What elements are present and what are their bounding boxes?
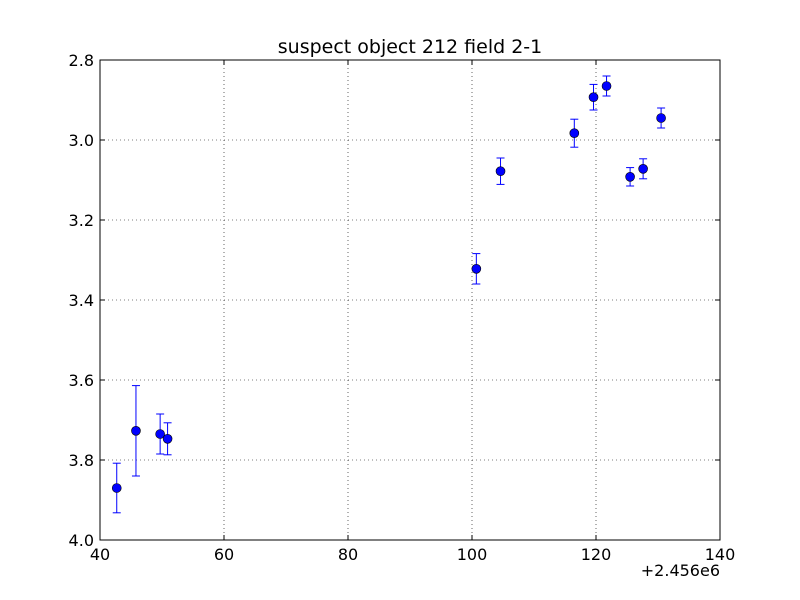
x-tick-labels: 40 60 80 100 120 140 <box>90 545 735 564</box>
x-tick-label: 140 <box>705 545 736 564</box>
y-tick-label: 3.8 <box>69 451 94 470</box>
y-tick-labels: 2.8 3.0 3.2 3.4 3.6 3.8 4.0 <box>69 51 94 550</box>
data-point <box>155 429 165 439</box>
x-tick-label: 120 <box>581 545 612 564</box>
data-point <box>588 92 599 102</box>
x-tick-label: 100 <box>457 545 488 564</box>
x-tick-label: 80 <box>338 545 358 564</box>
y-tick-label: 3.2 <box>69 211 94 230</box>
x-axis-offset-label: +2.456e6 <box>641 561 720 580</box>
x-tick-label: 60 <box>214 545 234 564</box>
axis-ticks <box>99 59 721 541</box>
chart-title: suspect object 212 field 2-1 <box>278 36 543 58</box>
data-point <box>569 128 580 138</box>
y-tick-label: 3.6 <box>69 371 94 390</box>
data-point <box>601 81 612 91</box>
y-tick-label: 2.8 <box>69 51 94 70</box>
y-tick-label: 3.4 <box>69 291 94 310</box>
data-points <box>111 81 666 493</box>
data-point <box>495 166 506 176</box>
data-point <box>471 263 482 274</box>
data-point <box>625 172 635 182</box>
x-tick-label: 40 <box>90 545 110 564</box>
data-point <box>656 113 666 123</box>
data-point <box>131 425 141 436</box>
grid-lines <box>100 60 720 540</box>
data-point <box>638 164 648 174</box>
y-tick-label: 4.0 <box>69 531 94 550</box>
data-point <box>111 483 122 493</box>
data-point <box>162 433 173 444</box>
y-tick-label: 3.0 <box>69 131 94 150</box>
